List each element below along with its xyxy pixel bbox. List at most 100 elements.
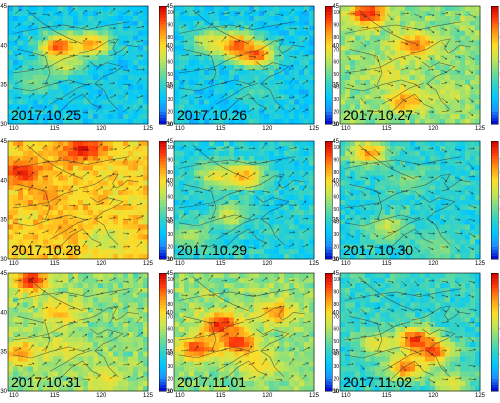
- heatmap-cell: [304, 50, 310, 56]
- heatmap-cell: [43, 155, 49, 162]
- heatmap-cell: [93, 35, 99, 41]
- wind-arrow: [28, 232, 34, 234]
- heatmap-cell: [370, 94, 376, 100]
- heatmap-cell: [73, 219, 79, 225]
- heatmap-cell: [279, 99, 285, 105]
- heatmap-cell: [179, 209, 185, 216]
- heatmap-cell: [123, 170, 129, 176]
- heatmap-cell: [375, 185, 381, 191]
- heatmap-cell: [304, 79, 310, 86]
- heatmap-cell: [209, 234, 215, 240]
- heatmap-cell: [123, 239, 129, 245]
- heatmap-cell: [133, 200, 139, 206]
- heatmap-cell: [23, 60, 29, 66]
- heatmap-cell: [103, 160, 109, 166]
- heatmap-cell: [355, 60, 361, 66]
- heatmap-cell: [214, 104, 220, 110]
- heatmap-cell: [365, 65, 371, 71]
- heatmap-cell: [204, 114, 210, 120]
- heatmap-cell: [279, 229, 285, 235]
- wind-arrowhead: [47, 160, 50, 163]
- heatmap-cell: [108, 30, 114, 36]
- heatmap-cell: [370, 141, 376, 147]
- heatmap-cell: [340, 50, 346, 56]
- wind-arrowhead: [86, 232, 89, 235]
- heatmap-cell: [179, 94, 185, 100]
- wind-arrow: [302, 9, 307, 15]
- heatmap-cell: [445, 6, 451, 12]
- heatmap-cell: [289, 180, 295, 186]
- heatmap-cell: [43, 150, 49, 157]
- heatmap-cell: [174, 30, 180, 36]
- wind-arrow: [55, 81, 61, 85]
- x-tick-label: 115: [50, 126, 60, 132]
- wind-arrowhead: [140, 202, 143, 205]
- heatmap-cell: [103, 190, 109, 196]
- heatmap-cell: [123, 89, 129, 95]
- colorbar-tick-label: 90: [334, 157, 340, 163]
- heatmap-cell: [269, 119, 275, 125]
- heatmap-cell: [425, 30, 431, 36]
- wind-arrow: [427, 13, 435, 16]
- heatmap-cell: [229, 229, 235, 235]
- heatmap-cell: [420, 175, 426, 181]
- heatmap-cell: [204, 214, 210, 221]
- wind-arrowhead: [127, 40, 130, 43]
- heatmap-cells: [8, 141, 149, 260]
- heatmap-cell: [204, 150, 210, 157]
- heatmap-cell: [264, 150, 270, 157]
- heatmap-cell: [63, 99, 69, 105]
- heatmap-cell: [289, 150, 295, 157]
- heatmap-cell: [48, 214, 54, 221]
- heatmap-cell: [294, 89, 300, 95]
- heatmap-cell: [309, 99, 315, 105]
- heatmap-cell: [229, 254, 235, 260]
- heatmap-cell: [440, 185, 446, 191]
- wind-arrowhead: [458, 13, 461, 16]
- heatmap-cell: [143, 99, 149, 105]
- wind-arrow: [28, 68, 34, 71]
- heatmap-cell: [103, 79, 109, 86]
- heatmap-cell: [440, 114, 446, 120]
- heatmap-cell: [254, 185, 260, 191]
- heatmap-cell: [204, 6, 210, 12]
- heatmap-cell: [470, 141, 476, 147]
- heatmap-cell: [475, 170, 481, 176]
- heatmap-cell: [174, 104, 180, 110]
- heatmap-cell: [420, 114, 426, 120]
- heatmap-cell: [450, 6, 456, 12]
- colorbar-segment: [159, 217, 166, 221]
- heatmap-cell: [103, 74, 109, 81]
- heatmap-cell: [38, 45, 44, 51]
- heatmap-cell: [224, 160, 230, 166]
- heatmap-cell: [365, 170, 371, 176]
- heatmap-cell: [279, 209, 285, 216]
- heatmap-cell: [274, 239, 280, 245]
- heatmap-cell: [179, 25, 185, 31]
- heatmap-cell: [143, 25, 149, 31]
- heatmap-cell: [284, 214, 290, 221]
- colorbar-segment: [159, 170, 166, 174]
- colorbar-tick-label: 40: [168, 85, 174, 91]
- heatmap-cell: [78, 195, 84, 201]
- heatmap-cell: [224, 165, 230, 171]
- wind-arrow: [387, 111, 393, 116]
- wind-arrow: [136, 143, 141, 150]
- heatmap-cell: [420, 20, 426, 27]
- heatmap-cell: [289, 89, 295, 95]
- x-tick-label: 120: [262, 261, 273, 267]
- heatmap-cell: [395, 55, 401, 61]
- heatmap-cell: [93, 185, 99, 191]
- heatmap-cell: [460, 45, 466, 51]
- heatmap-cell: [239, 65, 245, 71]
- heatmap-cell: [128, 145, 134, 152]
- wind-arrow: [136, 186, 142, 192]
- colorbar-segment: [491, 97, 498, 101]
- heatmap-cell: [380, 40, 386, 46]
- heatmap-cell: [229, 30, 235, 36]
- wind-arrow: [136, 26, 145, 29]
- wind-arrow: [41, 144, 47, 150]
- heatmap-cell: [299, 25, 305, 31]
- heatmap-cell: [259, 214, 265, 221]
- heatmap-cell: [345, 84, 351, 90]
